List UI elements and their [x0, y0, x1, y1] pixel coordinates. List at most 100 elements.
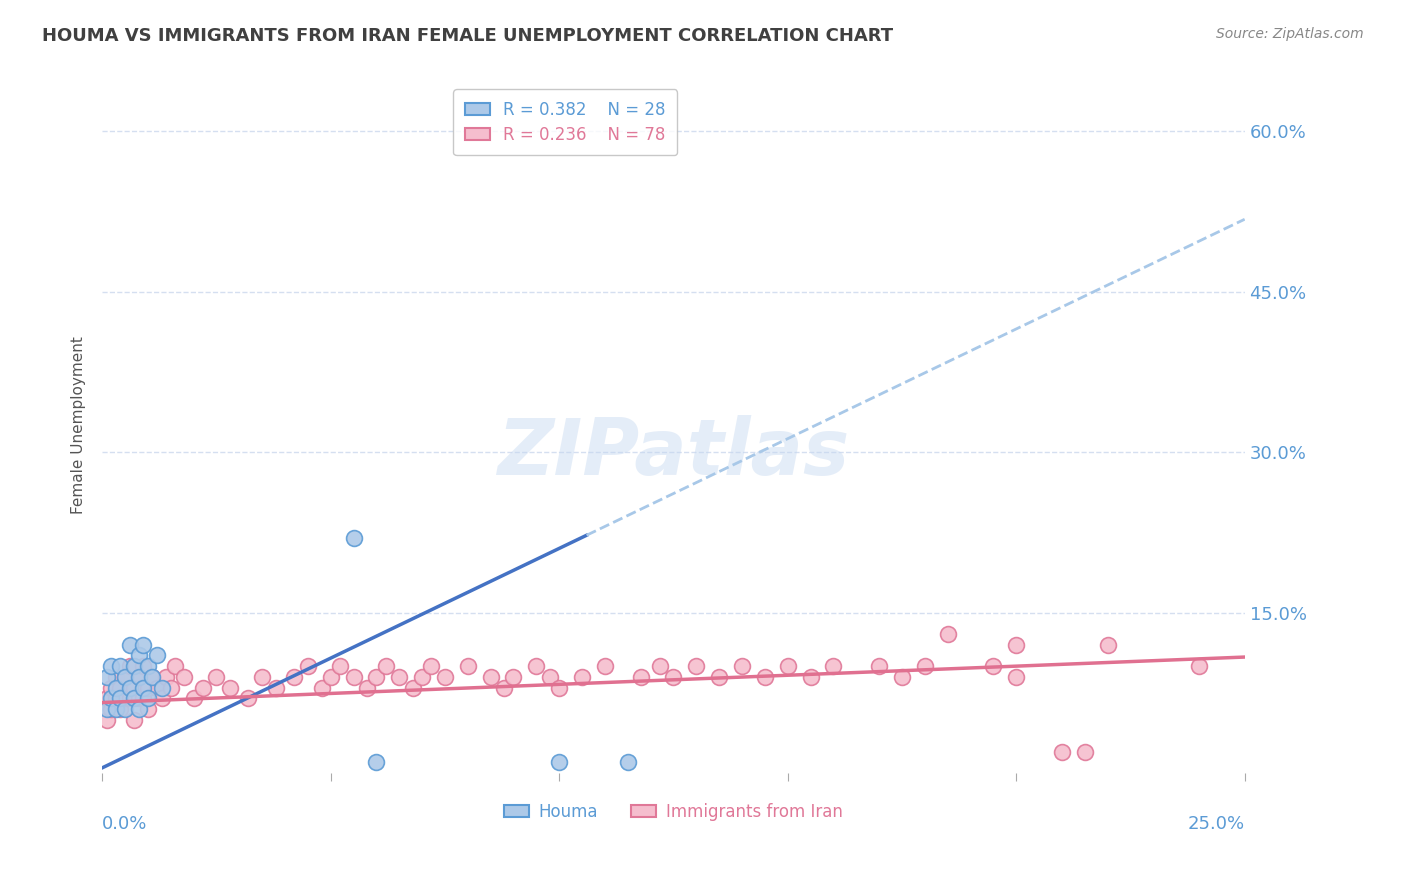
Point [132, 659, 155, 673]
Point [100, 681, 122, 695]
Point [502, 670, 524, 684]
Point [433, 670, 456, 684]
Point [96, 713, 118, 727]
Point [823, 659, 845, 673]
Y-axis label: Female Unemployment: Female Unemployment [72, 336, 86, 515]
Point [100, 702, 122, 716]
Point [96, 670, 118, 684]
Point [981, 659, 1004, 673]
Point [548, 756, 571, 770]
Point [524, 659, 547, 673]
Point [479, 670, 502, 684]
Point [114, 691, 136, 706]
Point [297, 659, 319, 673]
Point [114, 670, 136, 684]
Point [494, 681, 516, 695]
Point [141, 670, 163, 684]
Point [685, 659, 707, 673]
Point [342, 670, 364, 684]
Point [150, 681, 173, 695]
Point [100, 659, 122, 673]
Point [366, 670, 388, 684]
Text: 0.0%: 0.0% [103, 815, 148, 833]
Point [118, 659, 141, 673]
Point [104, 670, 127, 684]
Point [238, 691, 260, 706]
Point [1050, 745, 1073, 759]
Point [342, 531, 364, 545]
Point [150, 691, 173, 706]
Point [191, 681, 214, 695]
Point [122, 659, 145, 673]
Point [420, 659, 443, 673]
Legend: Houma, Immigrants from Iran: Houma, Immigrants from Iran [496, 797, 851, 828]
Point [616, 756, 638, 770]
Point [122, 713, 145, 727]
Point [662, 670, 685, 684]
Text: ZIPatlas: ZIPatlas [498, 415, 849, 491]
Text: Source: ZipAtlas.com: Source: ZipAtlas.com [1216, 27, 1364, 41]
Point [319, 670, 342, 684]
Point [593, 659, 616, 673]
Point [104, 681, 127, 695]
Point [311, 681, 333, 695]
Point [136, 681, 159, 695]
Point [146, 648, 169, 663]
Point [707, 670, 730, 684]
Point [731, 659, 754, 673]
Point [118, 691, 141, 706]
Point [114, 702, 136, 716]
Point [205, 670, 228, 684]
Point [283, 670, 305, 684]
Point [1073, 745, 1095, 759]
Point [264, 681, 287, 695]
Point [868, 659, 890, 673]
Point [110, 681, 132, 695]
Point [1005, 670, 1028, 684]
Point [936, 627, 959, 641]
Point [890, 670, 912, 684]
Point [648, 659, 671, 673]
Point [132, 638, 155, 652]
Point [1188, 659, 1211, 673]
Point [538, 670, 561, 684]
Text: HOUMA VS IMMIGRANTS FROM IRAN FEMALE UNEMPLOYMENT CORRELATION CHART: HOUMA VS IMMIGRANTS FROM IRAN FEMALE UNE… [42, 27, 893, 45]
Point [183, 691, 205, 706]
Point [136, 659, 159, 673]
Point [402, 681, 425, 695]
Point [96, 691, 118, 706]
Point [776, 659, 799, 673]
Point [100, 691, 122, 706]
Point [128, 670, 150, 684]
Point [159, 681, 181, 695]
Point [165, 659, 187, 673]
Point [630, 670, 652, 684]
Point [128, 648, 150, 663]
Point [754, 670, 776, 684]
Point [219, 681, 242, 695]
Point [114, 670, 136, 684]
Point [914, 659, 936, 673]
Point [141, 670, 163, 684]
Point [128, 670, 150, 684]
Point [104, 702, 127, 716]
Point [366, 756, 388, 770]
Point [118, 681, 141, 695]
Point [122, 691, 145, 706]
Point [136, 702, 159, 716]
Point [96, 702, 118, 716]
Point [374, 659, 396, 673]
Point [457, 659, 479, 673]
Point [132, 691, 155, 706]
Point [110, 702, 132, 716]
Point [155, 670, 177, 684]
Point [799, 670, 821, 684]
Point [118, 638, 141, 652]
Point [128, 702, 150, 716]
Point [329, 659, 352, 673]
Point [571, 670, 593, 684]
Point [110, 659, 132, 673]
Point [250, 670, 273, 684]
Point [104, 691, 127, 706]
Point [356, 681, 378, 695]
